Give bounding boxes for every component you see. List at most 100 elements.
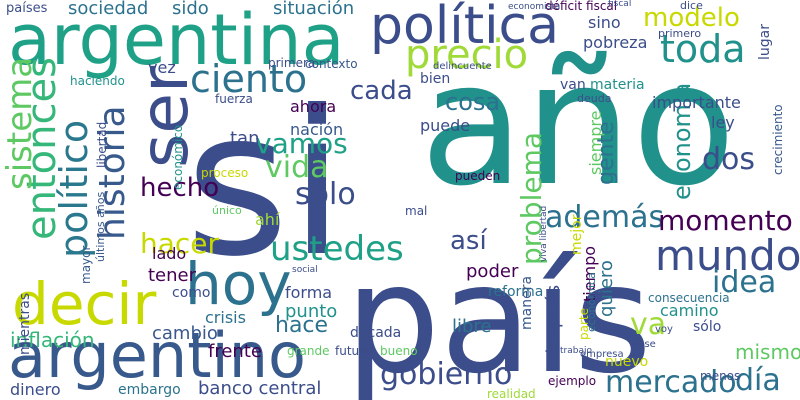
word-sido: sido bbox=[172, 0, 209, 19]
word-hace: hace bbox=[275, 313, 329, 338]
word-mundo: mundo bbox=[655, 231, 800, 280]
word-idea: idea bbox=[712, 265, 777, 300]
word-situacion: situación bbox=[273, 0, 355, 19]
word-libre: libre bbox=[452, 316, 492, 337]
word-fuerza: fuerza bbox=[215, 92, 253, 106]
word-banco_central: banco central bbox=[198, 378, 322, 399]
word-materia: materia bbox=[590, 77, 645, 93]
word-cosa: cosa bbox=[445, 88, 501, 116]
word-momento: momento bbox=[658, 204, 793, 237]
word-tener: tener bbox=[148, 265, 197, 286]
word-sólo: sólo bbox=[693, 319, 722, 335]
word-realidad: realidad bbox=[487, 387, 536, 400]
word-futuro: futuro bbox=[335, 344, 372, 358]
word-crecimiento: crecimiento bbox=[771, 104, 785, 175]
word-solo: solo bbox=[295, 177, 356, 212]
word-sociedad: sociedad bbox=[68, 0, 149, 19]
word-pueden: pueden bbox=[455, 169, 501, 183]
word-vez: vez bbox=[148, 58, 176, 77]
word-ademas: además bbox=[545, 200, 665, 235]
word-mientras: mientras bbox=[17, 292, 33, 355]
word-bien: bien bbox=[420, 71, 451, 87]
word-cambio: cambio bbox=[152, 323, 218, 344]
word-ustedes: ustedes bbox=[270, 229, 404, 269]
word-ciento: ciento bbox=[190, 57, 308, 101]
word-economista: economista bbox=[508, 2, 561, 12]
word-va: va bbox=[630, 307, 667, 342]
word-bueno: bueno bbox=[380, 344, 418, 358]
word-puede: puede bbox=[420, 116, 471, 135]
word-forma: forma bbox=[285, 283, 333, 302]
word-politica: política bbox=[370, 0, 560, 56]
word-grande: grande bbox=[287, 344, 330, 358]
word-contexto: contexto bbox=[305, 57, 358, 71]
word-vamos: vamos bbox=[255, 127, 348, 160]
word-consecuencia: consecuencia bbox=[648, 291, 730, 305]
word-decir: decir bbox=[12, 270, 157, 338]
word-precio: precio bbox=[405, 32, 529, 78]
word-vida: vida bbox=[265, 150, 329, 185]
word-argentina: argentina bbox=[8, 0, 345, 81]
word-politico: político bbox=[52, 119, 96, 258]
word-frente: frente bbox=[208, 341, 262, 362]
word-primero: primero bbox=[658, 27, 702, 40]
word-trabajo: trabajo bbox=[560, 346, 592, 356]
word-decada: década bbox=[350, 325, 402, 341]
word-mayor: mayor bbox=[79, 245, 93, 284]
word-importante: importante bbox=[652, 93, 741, 112]
word-proceso: proceso bbox=[201, 166, 249, 180]
word-cada: cada bbox=[350, 76, 413, 106]
word-hoy: hoy bbox=[185, 250, 292, 318]
word-parte: parte bbox=[577, 308, 591, 340]
word-lado: lado bbox=[152, 244, 187, 263]
word-sino: sino bbox=[588, 13, 621, 32]
word-ultimos_anos: últimos años bbox=[94, 191, 107, 262]
word-como: como bbox=[172, 285, 211, 301]
word-siempre: siempre bbox=[586, 110, 605, 175]
word-mercado: mercado bbox=[605, 365, 737, 400]
word-dice: dice bbox=[680, 0, 703, 12]
word-hacer: hacer bbox=[140, 227, 220, 260]
word-modelo: modelo bbox=[643, 3, 740, 33]
word-sistema: sistema bbox=[0, 56, 40, 190]
word-ejemplo: ejemplo bbox=[548, 374, 597, 388]
word-camino: camino bbox=[660, 301, 719, 320]
word-dinero: dinero bbox=[10, 380, 61, 399]
word-quiero: quiero bbox=[596, 260, 617, 317]
word-crisis: crisis bbox=[205, 308, 246, 327]
word-mismo: mismo bbox=[735, 340, 800, 364]
word-inflacion: inflación bbox=[10, 328, 95, 352]
word-paises: países bbox=[6, 1, 48, 16]
word-hecho: hecho bbox=[140, 173, 220, 203]
word-manera: manera bbox=[519, 275, 535, 330]
word-voy: voy bbox=[655, 324, 673, 335]
word-dia: día bbox=[735, 363, 781, 398]
word-pobreza: pobreza bbox=[583, 33, 648, 52]
word-asi: así bbox=[450, 226, 487, 256]
word-mal: mal bbox=[405, 204, 428, 218]
word-embargo: embargo bbox=[118, 382, 181, 398]
word-punto: punto bbox=[285, 301, 338, 322]
word-ley: ley bbox=[711, 113, 735, 132]
word-toda: toda bbox=[660, 27, 746, 71]
word-delincuente: delincuente bbox=[433, 61, 492, 72]
word-van: van bbox=[560, 77, 586, 93]
word-libertad: libertad bbox=[95, 121, 109, 168]
word-unico: único bbox=[212, 204, 242, 217]
word-ahora: ahora bbox=[290, 97, 337, 116]
word-argentino: argentino bbox=[8, 319, 306, 392]
word-mejor: mejor bbox=[569, 214, 585, 255]
word-base: base bbox=[632, 339, 656, 350]
word-gobierno: gobierno bbox=[380, 357, 513, 392]
word-nacion: nación bbox=[290, 120, 344, 139]
word-reforma: reforma bbox=[488, 284, 544, 300]
word-dos: dos bbox=[702, 142, 756, 177]
word-si: si bbox=[185, 68, 345, 301]
word-ano: año bbox=[420, 26, 736, 224]
word-tan: tan bbox=[230, 128, 260, 149]
word-viva_libertad: viva libertad bbox=[539, 205, 549, 262]
word-primera: primera bbox=[268, 56, 316, 70]
word-deficit_fiscal: déficit fiscal bbox=[545, 0, 618, 13]
word-poder: poder bbox=[466, 261, 519, 282]
